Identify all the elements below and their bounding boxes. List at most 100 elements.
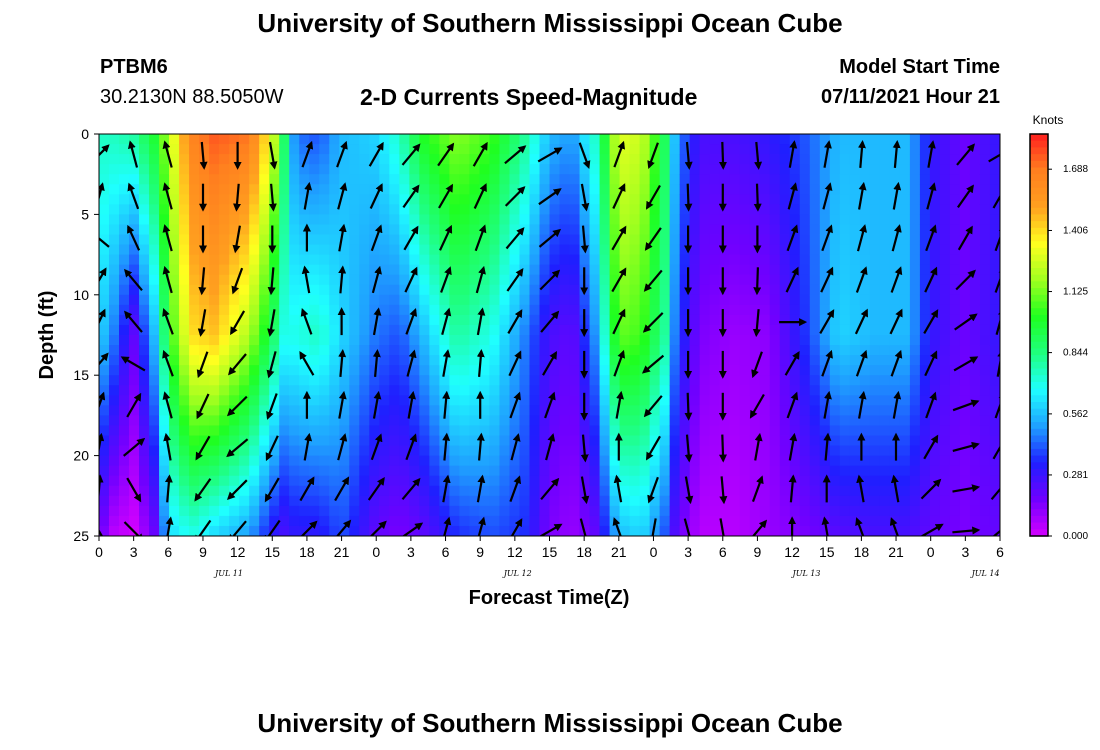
heatmap-cell <box>549 134 561 145</box>
heatmap-cell <box>899 304 911 316</box>
heatmap-cell <box>259 455 270 467</box>
heatmap-cell <box>309 164 320 175</box>
heatmap-cell <box>689 445 701 457</box>
heatmap-cell <box>769 465 781 477</box>
heatmap-cell <box>219 294 230 306</box>
heatmap-cell <box>729 395 741 406</box>
current-vector <box>510 433 521 461</box>
heatmap-cell <box>539 385 551 396</box>
heatmap-cell <box>719 154 731 165</box>
heatmap-cell <box>729 284 741 296</box>
heatmap-cell <box>749 385 761 396</box>
heatmap-cell <box>709 415 721 427</box>
heatmap-cell <box>739 375 751 386</box>
heatmap-cell <box>539 475 551 487</box>
heatmap-cell <box>189 435 200 447</box>
heatmap-cell <box>529 274 541 286</box>
heatmap-cell <box>789 345 801 356</box>
heatmap-cell <box>789 164 801 175</box>
heatmap-cell <box>699 144 711 155</box>
heatmap-cell <box>99 335 110 346</box>
heatmap-cell <box>279 254 290 266</box>
heatmap-cell <box>909 405 921 416</box>
heatmap-cell <box>389 335 400 346</box>
colorbar-tick-label: 1.688 <box>1063 164 1088 175</box>
heatmap-cell <box>909 355 921 366</box>
heatmap-cell <box>429 284 440 296</box>
heatmap-cell <box>949 174 961 185</box>
heatmap-cell <box>499 314 511 326</box>
heatmap-cell <box>719 465 731 477</box>
heatmap-cell <box>969 244 981 256</box>
heatmap-cell <box>429 505 440 517</box>
heatmap-cell <box>799 355 811 366</box>
heatmap-cell <box>359 204 370 215</box>
heatmap-cell <box>329 425 340 437</box>
heatmap-cell <box>619 415 631 427</box>
heatmap-cell <box>929 385 941 396</box>
heatmap-cell <box>169 405 180 416</box>
heatmap-cell <box>959 465 971 477</box>
heatmap-cell <box>279 415 290 427</box>
heatmap-cell <box>779 435 791 447</box>
heatmap-cell <box>749 345 761 356</box>
heatmap-cell <box>609 204 621 215</box>
heatmap-cell <box>179 144 190 155</box>
heatmap-cell <box>569 164 581 175</box>
heatmap-cell <box>339 154 350 165</box>
heatmap-cell <box>99 234 110 246</box>
heatmap-cell <box>179 375 190 386</box>
heatmap-cell <box>659 385 671 396</box>
heatmap-cell <box>709 284 721 296</box>
heatmap-cell <box>219 415 230 427</box>
heatmap-cell <box>749 314 761 326</box>
heatmap-cell <box>129 445 140 457</box>
y-tick-label: 5 <box>81 206 89 222</box>
heatmap-cell <box>119 244 130 256</box>
heatmap-cell <box>139 174 150 185</box>
heatmap-cell <box>459 254 471 266</box>
heatmap-cell <box>989 375 1000 386</box>
heatmap-cell <box>469 375 481 386</box>
heatmap-cell <box>489 465 501 477</box>
heatmap-cell <box>719 385 731 396</box>
heatmap-cell <box>279 324 290 336</box>
heatmap-cell <box>169 525 180 536</box>
heatmap-cell <box>109 365 120 376</box>
heatmap-cell <box>499 395 511 406</box>
heatmap-cell <box>559 435 571 447</box>
x-tick-label: 6 <box>719 544 727 560</box>
heatmap-cell <box>739 495 751 507</box>
heatmap-cell <box>849 415 861 427</box>
heatmap-cell <box>659 525 671 536</box>
current-vector <box>580 225 589 254</box>
heatmap-cell <box>209 405 220 416</box>
current-vector <box>510 518 523 536</box>
heatmap-cell <box>159 495 170 507</box>
x-tick-label: 15 <box>542 544 558 560</box>
heatmap-cell <box>229 435 240 447</box>
heatmap-cell <box>229 204 240 215</box>
heatmap-cell <box>749 355 761 366</box>
heatmap-cell <box>699 405 711 416</box>
heatmap-cell <box>529 214 541 226</box>
heatmap-cell <box>679 264 691 276</box>
heatmap-cell <box>499 164 511 175</box>
heatmap-cell <box>579 224 591 236</box>
heatmap-cell <box>899 355 911 366</box>
current-vector <box>952 484 981 493</box>
heatmap-cell <box>899 415 911 427</box>
heatmap-cell <box>449 505 460 517</box>
heatmap-cell <box>489 405 501 416</box>
heatmap-cell <box>329 194 340 205</box>
heatmap-cell <box>819 385 831 396</box>
heatmap-cell <box>269 475 280 487</box>
heatmap-cell <box>769 515 781 527</box>
heatmap-cell <box>619 455 631 467</box>
heatmap-cell <box>219 204 230 215</box>
heatmap-cell <box>939 335 951 346</box>
heatmap-cell <box>659 355 671 366</box>
heatmap-cell <box>499 415 511 427</box>
heatmap-cell <box>809 405 821 416</box>
